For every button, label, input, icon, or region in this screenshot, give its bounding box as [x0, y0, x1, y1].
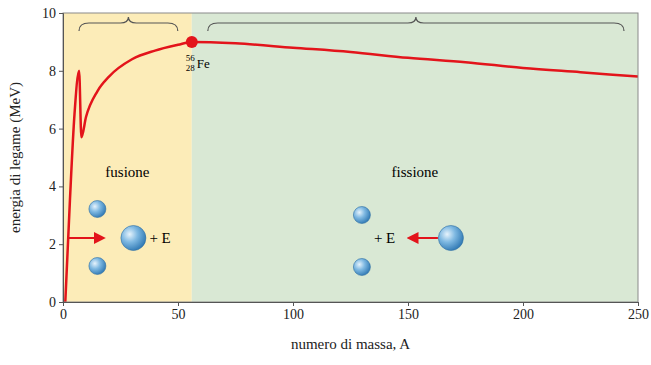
- tick-label: 8: [49, 64, 56, 79]
- highlight-label: 5628Fe: [186, 53, 210, 73]
- atomic-number: 28: [186, 63, 196, 73]
- tick: 150: [398, 302, 419, 322]
- tick-label: 250: [628, 307, 649, 322]
- tick-mark: [59, 129, 63, 130]
- illustrations: fusione + E fissione + E: [68, 164, 463, 276]
- data-layer: [65, 36, 638, 302]
- nucleus-icon: [353, 207, 370, 224]
- region-label: fusione: [105, 164, 149, 180]
- tick: 8: [49, 64, 63, 79]
- region-brace: [79, 17, 178, 31]
- x-axis-title: numero di massa, A: [291, 336, 410, 352]
- nucleus-icon: [353, 259, 370, 276]
- chart: 5628Fefusione+ Efissione+ E0501001502002…: [0, 0, 651, 365]
- nucleus-icon: [89, 201, 106, 218]
- mass-number: 56: [186, 53, 196, 63]
- tick-mark: [638, 302, 639, 306]
- tick-mark: [59, 71, 63, 72]
- y-axis: 0 2 4 6 8 10: [42, 6, 64, 310]
- tick-label: 50: [172, 307, 186, 322]
- tick: 200: [513, 302, 534, 322]
- axis-line: [64, 303, 639, 307]
- braces: [79, 17, 624, 31]
- tick-mark: [59, 244, 63, 245]
- tick-mark: [59, 186, 63, 187]
- tick: 10: [42, 6, 63, 21]
- nucleus-icon: [121, 226, 146, 251]
- reaction-arrow: [68, 237, 103, 239]
- tick-label: 10: [42, 6, 56, 21]
- tick: 0: [49, 295, 63, 310]
- tick: 0: [60, 302, 67, 322]
- region-label: fissione: [392, 164, 439, 180]
- tick: 250: [628, 302, 649, 322]
- plot: 5628Fefusione+ Efissione+ E0501001502002…: [42, 6, 649, 322]
- tick-mark: [59, 302, 63, 303]
- tick: 4: [49, 179, 63, 194]
- y-axis-title: energia di legame (MeV): [7, 82, 24, 233]
- tick-mark: [293, 302, 294, 306]
- tick-mark: [178, 302, 179, 306]
- tick-label: 0: [60, 307, 67, 322]
- tick: 6: [49, 122, 63, 137]
- tick-label: 100: [283, 307, 304, 322]
- tick-mark: [408, 302, 409, 306]
- region-band: [192, 13, 638, 302]
- reaction-arrow: [409, 237, 438, 239]
- region-band: [63, 13, 192, 302]
- tick-label: 150: [398, 307, 419, 322]
- tick: 50: [172, 302, 186, 322]
- tick-label: 2: [49, 237, 56, 252]
- tick: 100: [283, 302, 304, 322]
- region-brace: [208, 17, 624, 31]
- binding-curve: [65, 42, 638, 302]
- tick-label: 4: [49, 179, 56, 194]
- energy-label: + E: [149, 230, 170, 246]
- tick: 2: [49, 237, 63, 252]
- nucleus-icon: [89, 258, 106, 275]
- x-axis: 0 50 100 150 200 250: [60, 302, 649, 322]
- tick-mark: [59, 13, 63, 14]
- nucleus-icon: [438, 226, 463, 251]
- tick-label: 6: [49, 122, 56, 137]
- energy-label: + E: [374, 230, 395, 246]
- highlight-point: [186, 36, 198, 48]
- regions: [63, 13, 638, 302]
- axis-line: [59, 14, 64, 303]
- element-symbol: Fe: [197, 56, 210, 71]
- plot-frame: [63, 13, 638, 302]
- tick-label: 200: [513, 307, 534, 322]
- tick-mark: [523, 302, 524, 306]
- tick-label: 0: [49, 295, 56, 310]
